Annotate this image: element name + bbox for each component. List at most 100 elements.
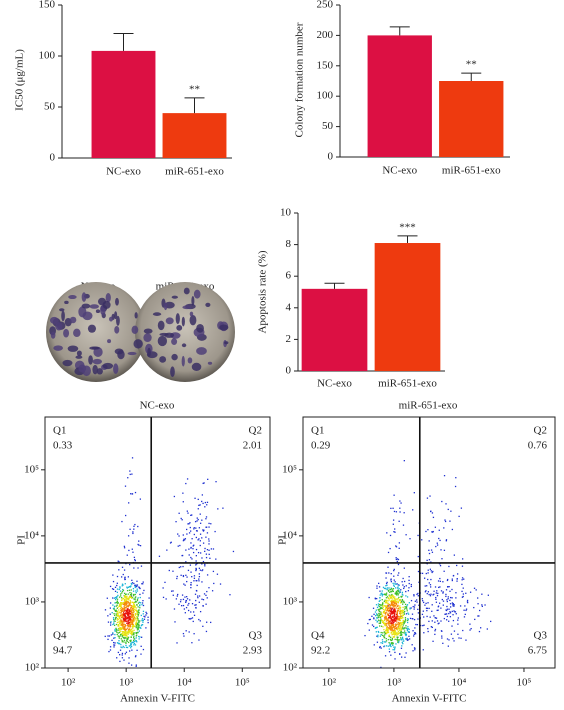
plate-photo: NC-exo miR-651-exo — [46, 281, 235, 382]
event-dot — [381, 634, 384, 637]
event-dot — [413, 647, 416, 649]
event-dot — [402, 594, 404, 596]
event-dot — [122, 633, 124, 636]
event-dot — [188, 631, 190, 633]
event-dot — [449, 520, 451, 522]
event-dot — [440, 590, 443, 592]
event-dot — [188, 602, 190, 605]
colony — [181, 343, 187, 348]
event-dot — [124, 627, 126, 629]
event-dot — [399, 609, 401, 611]
event-dot — [194, 497, 196, 499]
event-dot — [444, 520, 447, 523]
event-dot — [393, 618, 395, 620]
colony — [181, 316, 185, 327]
event-dot — [121, 627, 123, 629]
event-dot — [451, 597, 453, 599]
event-dot — [402, 628, 404, 630]
event-dot — [135, 665, 137, 667]
event-dot — [408, 638, 411, 640]
event-dot — [402, 642, 404, 645]
colony — [107, 339, 112, 344]
event-dot — [133, 619, 135, 621]
event-dot — [172, 590, 174, 592]
event-dot — [116, 598, 119, 600]
event-dot — [122, 610, 124, 612]
event-dot — [129, 591, 131, 594]
event-dot — [382, 586, 385, 589]
colony — [68, 294, 77, 300]
event-dot — [391, 628, 393, 630]
event-dot — [399, 627, 401, 629]
colony — [224, 341, 229, 345]
event-dot — [404, 620, 407, 622]
event-dot — [385, 628, 388, 630]
event-dot — [198, 538, 200, 540]
event-dot — [132, 611, 134, 614]
event-dot — [395, 601, 397, 603]
event-dot — [391, 624, 393, 627]
event-dot — [170, 541, 172, 543]
event-dot — [392, 584, 395, 586]
event-dot — [451, 610, 453, 613]
event-dot — [140, 614, 142, 617]
event-dot — [396, 616, 398, 618]
event-dot — [116, 657, 118, 659]
event-dot — [130, 636, 132, 638]
event-dot — [123, 621, 125, 623]
event-dot — [208, 526, 210, 528]
event-dot — [385, 582, 388, 585]
event-dot — [393, 646, 395, 648]
event-dot — [400, 656, 403, 658]
event-dot — [123, 613, 125, 616]
event-dot — [439, 580, 442, 583]
event-dot — [127, 617, 130, 619]
event-dot — [368, 618, 371, 621]
event-dot — [431, 610, 433, 612]
event-dot — [124, 653, 127, 655]
event-dot — [381, 614, 383, 616]
event-dot — [135, 621, 137, 623]
event-dot — [385, 618, 388, 620]
event-dot — [120, 624, 122, 626]
event-dot — [434, 526, 437, 528]
event-dot — [376, 614, 378, 616]
event-dot — [440, 549, 442, 551]
event-dot — [388, 587, 390, 589]
event-dot — [193, 575, 196, 577]
event-dot — [137, 626, 139, 628]
event-dot — [117, 594, 119, 597]
event-dot — [122, 573, 124, 576]
event-dot — [125, 599, 128, 601]
event-dot — [445, 619, 448, 621]
colony — [133, 339, 143, 349]
event-dot — [395, 545, 397, 547]
event-dot — [375, 626, 378, 629]
event-dot — [399, 612, 402, 614]
event-dot — [379, 597, 381, 599]
event-dot — [402, 640, 404, 642]
event-dot — [119, 611, 121, 613]
event-dot — [396, 558, 399, 560]
event-dot — [402, 606, 404, 608]
event-dot — [204, 506, 206, 508]
event-dot — [390, 626, 393, 628]
event-dot — [402, 631, 404, 634]
event-dot — [401, 616, 404, 618]
event-dot — [406, 604, 409, 606]
event-dot — [379, 590, 381, 592]
event-dot — [448, 565, 450, 568]
event-dot — [434, 630, 436, 632]
event-dot — [444, 613, 446, 615]
event-dot — [182, 574, 185, 577]
event-dot — [378, 610, 381, 613]
event-dot — [199, 513, 201, 515]
event-dot — [433, 615, 435, 617]
y-axis-label: Colony formation number — [294, 22, 306, 137]
event-dot — [142, 604, 145, 607]
event-dot — [114, 590, 117, 592]
event-dot — [131, 612, 134, 614]
colony — [182, 305, 192, 310]
event-dot — [121, 599, 123, 601]
event-dot — [394, 638, 396, 641]
